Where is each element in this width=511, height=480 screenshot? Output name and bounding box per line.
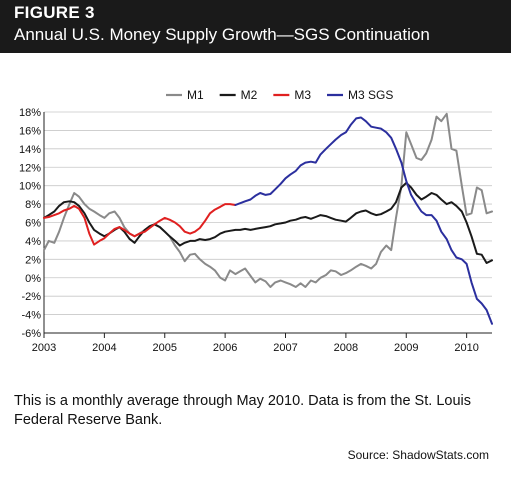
- y-tick-label: 2%: [25, 254, 41, 266]
- legend-label-m3-sgs: M3 SGS: [348, 88, 393, 102]
- y-tick-label: 10%: [19, 181, 41, 193]
- y-tick-label: 18%: [19, 107, 41, 119]
- y-tick-label: 4%: [25, 236, 41, 248]
- y-tick-label: 6%: [25, 218, 41, 230]
- chart-note: This is a monthly average through May 20…: [14, 393, 471, 428]
- legend-label-m1: M1: [187, 88, 204, 102]
- x-tick-label: 2007: [273, 342, 297, 354]
- series-line-m3: [43, 203, 237, 246]
- chart-legend: M1 M2 M3 M3 SGS: [166, 88, 393, 102]
- x-tick-label: 2005: [153, 342, 177, 354]
- x-tick-label: 2006: [213, 342, 237, 354]
- x-tick-label: 2009: [394, 342, 418, 354]
- x-tick-label: 2003: [32, 342, 56, 354]
- x-tick-label: 2004: [92, 342, 116, 354]
- y-axis: 18% 16% 14% 12% 10% 8% 6% 4% 2% 0% -2% -4% -6%: [19, 107, 45, 340]
- y-tick-label: -6%: [21, 328, 41, 340]
- x-axis: 2003 2004 2005 2006 2007 2008 2009 2010: [32, 332, 492, 354]
- series-line-m3-sgs: [234, 116, 493, 325]
- y-tick-label: 14%: [19, 144, 41, 156]
- y-tick-label: -2%: [21, 291, 41, 303]
- chart-grid: [44, 111, 492, 334]
- y-tick-label: 0%: [25, 273, 41, 285]
- y-tick-label: 16%: [19, 125, 41, 137]
- figure-title: Annual U.S. Money Supply Growth—SGS Cont…: [14, 25, 430, 44]
- money-supply-chart: M1 M2 M3 M3 SGS 18% 16% 14% 12% 10% 8% 6% 4% 2% 0% -2…: [19, 88, 493, 354]
- figure-header: FIGURE 3 Annual U.S. Money Supply Growth…: [0, 0, 511, 53]
- chart-source: Source: ShadowStats.com: [347, 448, 489, 462]
- x-tick-label: 2008: [334, 342, 358, 354]
- chart-series: [43, 112, 493, 325]
- y-tick-label: -4%: [21, 310, 41, 322]
- series-line-m1: [43, 112, 493, 288]
- y-tick-label: 8%: [25, 199, 41, 211]
- x-tick-label: 2010: [454, 342, 478, 354]
- legend-label-m3: M3: [294, 88, 311, 102]
- legend-label-m2: M2: [241, 88, 258, 102]
- figure-label: FIGURE 3: [14, 3, 95, 22]
- y-tick-label: 12%: [19, 162, 41, 174]
